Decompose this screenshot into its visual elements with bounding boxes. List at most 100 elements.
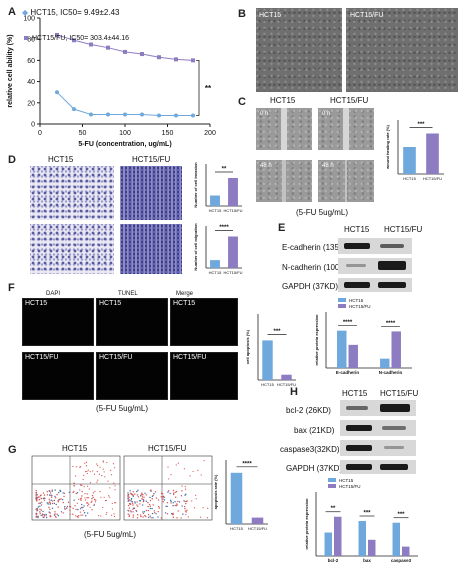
wound-time-1: 0 h xyxy=(322,111,331,117)
flow-event xyxy=(184,488,187,490)
flow-event xyxy=(75,492,78,495)
y-tick-label: 100 xyxy=(23,16,35,23)
flow-event xyxy=(93,498,96,501)
fluor-col-tunel: TUNEL xyxy=(118,291,138,297)
flow-event xyxy=(173,493,175,496)
flow-event xyxy=(136,494,139,496)
flow-event xyxy=(51,502,54,505)
flow-event xyxy=(46,494,49,496)
flow-event xyxy=(185,502,187,505)
flow-event xyxy=(82,478,84,481)
flow-event xyxy=(160,492,163,495)
flow-event xyxy=(147,513,150,516)
flow-event xyxy=(48,506,50,509)
flow-event xyxy=(72,513,74,515)
flow-event xyxy=(111,502,113,505)
flow-event xyxy=(54,515,57,518)
flow-event xyxy=(75,508,77,511)
grouped-bar xyxy=(402,546,410,556)
flow-event xyxy=(95,499,97,501)
bar-chart-g: HCT15 HCT15/FU **** apoptosis rate (%) xyxy=(213,460,268,531)
bar-category-label: HCT15/FU xyxy=(223,270,242,275)
flow-event xyxy=(104,500,107,502)
blot-e-strip-gapdh xyxy=(338,278,412,292)
y-tick-label: 20 xyxy=(27,100,35,107)
flow-event xyxy=(103,496,105,498)
flow-event xyxy=(39,494,42,497)
flow-event xyxy=(75,515,77,517)
blot-h-label-hct15fu: HCT15/FU xyxy=(380,389,419,398)
fluor-col-dapi: DAPI xyxy=(46,291,61,297)
fluor-label-merge-hct15fu: HCT15/FU xyxy=(173,354,207,361)
fluor-dapi-hct15 xyxy=(22,298,94,346)
flow-event xyxy=(177,510,179,512)
y-tick-label: 80 xyxy=(27,37,35,44)
flow-event xyxy=(174,491,176,494)
flow-event xyxy=(38,498,41,501)
flow-event xyxy=(170,502,172,504)
flow-event xyxy=(200,474,202,476)
flow-event xyxy=(81,495,83,497)
flow-event xyxy=(136,504,138,506)
flow-event xyxy=(185,493,187,495)
flow-event xyxy=(131,494,134,496)
flow-event xyxy=(42,492,45,494)
flow-event xyxy=(112,463,115,465)
series-point-hct15 xyxy=(140,112,144,117)
flow-event xyxy=(129,503,131,505)
flow-event xyxy=(172,489,175,492)
flow-event xyxy=(39,512,41,515)
flow-event xyxy=(151,497,153,500)
flow-event xyxy=(94,501,97,503)
flow-event xyxy=(113,513,115,515)
flow-event xyxy=(105,513,107,515)
wound-gap-hct15fu-0h xyxy=(343,108,349,150)
flow-event xyxy=(157,516,159,518)
flow-event xyxy=(162,501,164,503)
flow-event xyxy=(145,515,147,518)
flow-event xyxy=(157,499,160,501)
flow-event xyxy=(189,475,191,477)
flow-event xyxy=(105,499,108,502)
flow-event xyxy=(80,499,82,501)
band-ncad-hct15fu xyxy=(378,261,406,270)
flow-event xyxy=(36,507,38,510)
flow-event xyxy=(59,498,61,501)
flow-event xyxy=(73,485,75,487)
flow-event xyxy=(85,515,87,517)
flow-event xyxy=(137,505,139,507)
fluor-label-tunel-hct15: HCT15 xyxy=(99,300,122,307)
flow-event xyxy=(176,503,178,505)
flow-event xyxy=(161,493,164,495)
flow-event xyxy=(174,504,176,507)
panel-letter-e: E xyxy=(278,222,286,234)
bar-chart-d-bottom: HCT15 HCT15/FU **** Number of cell migratio… xyxy=(193,223,243,275)
flow-event xyxy=(77,515,80,517)
flow-event xyxy=(80,484,82,486)
flow-event xyxy=(175,505,177,507)
flow-event xyxy=(176,517,178,519)
flow-event xyxy=(73,490,75,492)
flow-event xyxy=(51,494,53,497)
flow-event xyxy=(63,492,66,495)
flow-event xyxy=(47,503,49,505)
flow-event xyxy=(88,488,90,490)
flow-event xyxy=(192,470,194,473)
bar-y-label: wound healing rate (%) xyxy=(385,124,390,169)
bar-category-label: HCT15/FU xyxy=(277,382,296,387)
sig-mark: **** xyxy=(219,225,229,231)
flow-event xyxy=(39,505,41,507)
bar-0 xyxy=(403,147,416,174)
flow-event xyxy=(106,461,108,464)
flow-event xyxy=(80,497,82,499)
sig-mark: *** xyxy=(417,122,425,128)
flow-event xyxy=(64,507,66,510)
flow-event xyxy=(51,507,54,509)
flow-event xyxy=(168,490,170,492)
flow-event xyxy=(39,511,41,513)
x-tick-label: 0 xyxy=(38,130,42,137)
flow-event xyxy=(99,491,101,493)
flow-event xyxy=(36,510,38,512)
flow-event xyxy=(99,466,101,468)
flow-event xyxy=(69,509,71,512)
